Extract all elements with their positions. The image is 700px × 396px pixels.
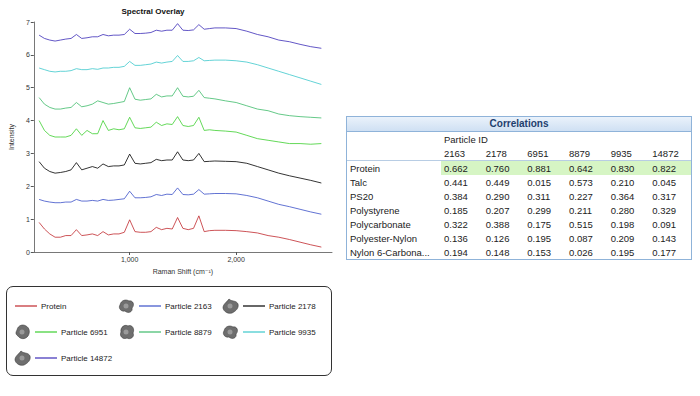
html-text:8879: 8879 bbox=[569, 147, 591, 159]
svg-text:5: 5 bbox=[26, 84, 30, 91]
svg-text:Spectral Overlay: Spectral Overlay bbox=[121, 7, 185, 16]
html-text:0.195: 0.195 bbox=[527, 232, 552, 244]
html-text:0.515: 0.515 bbox=[569, 218, 593, 230]
html-text:0.198: 0.198 bbox=[610, 218, 635, 230]
svg-text:Intensity: Intensity bbox=[8, 123, 16, 150]
html-text:0.185: 0.185 bbox=[444, 204, 468, 216]
html-text:0.194: 0.194 bbox=[444, 246, 468, 258]
svg-text:Raman Shift (cm⁻¹): Raman Shift (cm⁻¹) bbox=[153, 268, 213, 276]
html-text:0.045: 0.045 bbox=[652, 176, 677, 188]
html-text:Talc: Talc bbox=[350, 176, 367, 188]
html-text:9935: 9935 bbox=[610, 147, 632, 159]
html-text:0.026: 0.026 bbox=[569, 246, 593, 258]
html-text:0.227: 0.227 bbox=[569, 190, 593, 202]
svg-text:0: 0 bbox=[26, 249, 30, 256]
html-text:0.329: 0.329 bbox=[652, 204, 677, 216]
html-text:Protein: Protein bbox=[350, 162, 381, 174]
html-text:0.573: 0.573 bbox=[569, 176, 593, 188]
svg-text:1: 1 bbox=[26, 216, 30, 223]
svg-text:3: 3 bbox=[26, 150, 30, 157]
html-text:0.136: 0.136 bbox=[444, 232, 468, 244]
html-text:Protein: Protein bbox=[41, 301, 67, 311]
html-text:0.290: 0.290 bbox=[485, 190, 510, 202]
html-text:0.210: 0.210 bbox=[610, 176, 635, 188]
html-text:0.364: 0.364 bbox=[610, 190, 635, 202]
svg-text:7: 7 bbox=[26, 19, 30, 26]
svg-text:1,000: 1,000 bbox=[121, 256, 139, 263]
html-text:0.211: 0.211 bbox=[569, 204, 592, 216]
html-text:Nylon 6-Carbona...: Nylon 6-Carbona... bbox=[350, 246, 430, 258]
html-text:0.384: 0.384 bbox=[444, 190, 468, 202]
html-text:Particle 9935: Particle 9935 bbox=[269, 327, 316, 337]
html-text:0.881: 0.881 bbox=[527, 162, 552, 174]
svg-text:2,000: 2,000 bbox=[227, 256, 245, 263]
html-text:0.642: 0.642 bbox=[569, 162, 593, 174]
html-text:2178: 2178 bbox=[485, 147, 507, 159]
html-text:2163: 2163 bbox=[444, 147, 466, 159]
html-text:0.143: 0.143 bbox=[652, 232, 677, 244]
html-text:14872: 14872 bbox=[652, 147, 679, 159]
html-text:0.207: 0.207 bbox=[485, 204, 510, 216]
svg-text:4: 4 bbox=[26, 117, 30, 124]
html-text:Particle ID: Particle ID bbox=[444, 133, 488, 145]
html-text:6951: 6951 bbox=[527, 147, 549, 159]
html-text:0.087: 0.087 bbox=[569, 232, 593, 244]
html-text:0.322: 0.322 bbox=[444, 218, 468, 230]
html-text:Particle 2178: Particle 2178 bbox=[269, 301, 316, 311]
svg-text:2: 2 bbox=[26, 183, 30, 190]
html-text:Polyester-Nylon: Polyester-Nylon bbox=[350, 232, 418, 244]
html-text:0.760: 0.760 bbox=[485, 162, 510, 174]
html-text:0.449: 0.449 bbox=[485, 176, 510, 188]
html-text:0.311: 0.311 bbox=[527, 190, 551, 202]
html-text:0.388: 0.388 bbox=[485, 218, 510, 230]
html-text:0.209: 0.209 bbox=[610, 232, 635, 244]
html-text:0.153: 0.153 bbox=[527, 246, 552, 258]
html-text:PS20: PS20 bbox=[350, 190, 374, 202]
html-text:0.822: 0.822 bbox=[652, 162, 677, 174]
html-text:0.830: 0.830 bbox=[610, 162, 635, 174]
html-text:Particle 14872: Particle 14872 bbox=[61, 353, 113, 363]
html-text:0.195: 0.195 bbox=[610, 246, 635, 258]
html-text:0.662: 0.662 bbox=[444, 162, 468, 174]
html-text:0.091: 0.091 bbox=[652, 218, 677, 230]
html-text:0.280: 0.280 bbox=[610, 204, 635, 216]
html-text:Particle 8879: Particle 8879 bbox=[165, 327, 212, 337]
html-text:0.317: 0.317 bbox=[652, 190, 677, 202]
html-text:0.015: 0.015 bbox=[527, 176, 552, 188]
html-text:0.299: 0.299 bbox=[527, 204, 552, 216]
html-text:Polycarbonate: Polycarbonate bbox=[350, 218, 411, 230]
svg-text:6: 6 bbox=[26, 51, 30, 58]
html-text:0.148: 0.148 bbox=[485, 246, 510, 258]
html-text:0.126: 0.126 bbox=[485, 232, 510, 244]
html-text:Particle 6951: Particle 6951 bbox=[61, 327, 108, 337]
html-text:Polystyrene: Polystyrene bbox=[350, 204, 400, 216]
html-text:0.177: 0.177 bbox=[652, 246, 677, 258]
html-text:Correlations: Correlations bbox=[489, 118, 549, 129]
html-text:0.175: 0.175 bbox=[527, 218, 552, 230]
html-text:Particle 2163: Particle 2163 bbox=[165, 301, 212, 311]
html-text:0.441: 0.441 bbox=[444, 176, 468, 188]
